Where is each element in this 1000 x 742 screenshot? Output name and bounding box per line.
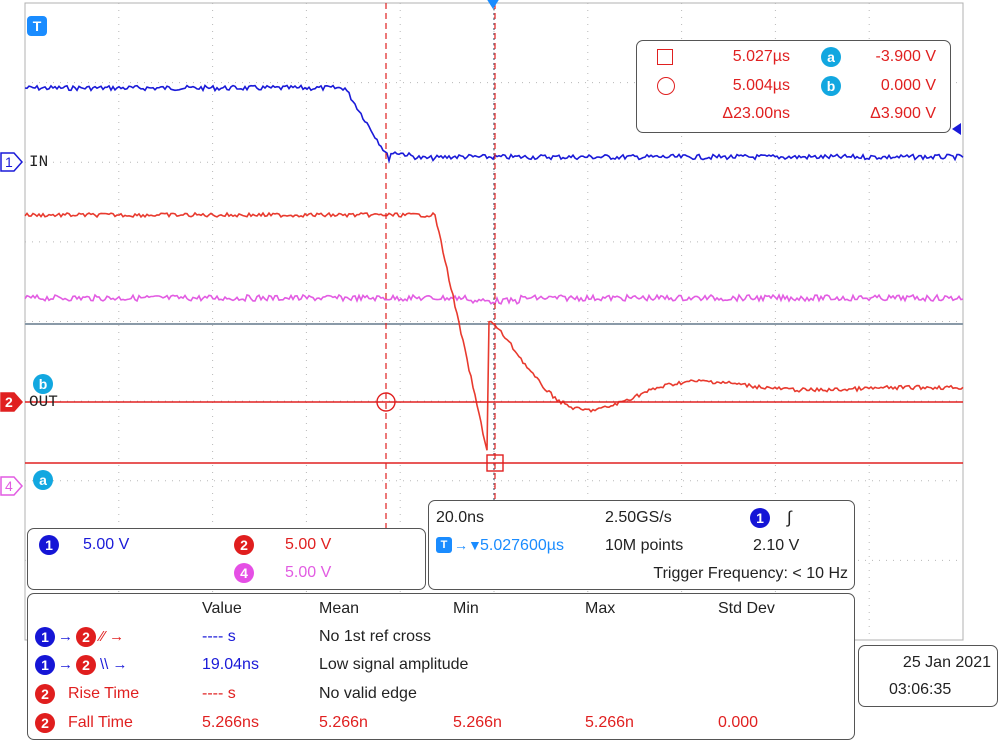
cursor-b-marker[interactable]: b [33, 374, 53, 394]
meas-row-2-value: 19.04ns [202, 656, 259, 673]
timebase-trigger-panel[interactable]: 20.0ns 2.50GS/s 1 ∫ T →▼ 5.027600µs 10M … [428, 500, 855, 590]
ch1-trace [24, 84, 964, 164]
ch4-trace [24, 293, 964, 305]
meas-row-4-src-badge: 2 [35, 713, 55, 733]
horizontal-scale: 20.0ns [436, 509, 485, 526]
cursor-b-value: 0.000 V [880, 77, 936, 94]
ch4-scale: 5.00 V [285, 564, 332, 581]
meas-row-1-arrow-icon: → [58, 628, 73, 645]
ch4-marker[interactable]: 4 [0, 476, 24, 496]
meas-header-max: Max [585, 600, 616, 617]
horizontal-position: 5.027600µs [480, 537, 564, 554]
meas-row-4-label: Fall Time [68, 714, 133, 731]
meas-header-value: Value [202, 600, 242, 617]
meas-row-1-dst-badge: 2 [76, 627, 96, 647]
meas-row-4-std-dev: 0.000 [718, 714, 759, 731]
cursor-a-badge: a [821, 47, 841, 67]
ch2-scale-badge: 2 [234, 535, 254, 555]
cursor-delta-value: Δ3.900 V [870, 105, 936, 122]
ch1-label: IN [29, 153, 49, 171]
ch2-marker-shape [0, 392, 24, 412]
meas-row-2-edge-icon: \\ → [100, 656, 128, 673]
cursor-b-circle-marker [376, 392, 396, 412]
meas-header-std-dev: Std Dev [718, 600, 775, 617]
trigger-level-marker[interactable] [952, 123, 961, 135]
trigger-level: 2.10 V [753, 537, 800, 554]
cursor-a-value: -3.900 V [875, 48, 936, 65]
cursor-readout-panel[interactable]: 5.027µs a -3.900 V 5.004µs b 0.000 V Δ23… [636, 40, 951, 133]
ch4-marker-number: 4 [5, 478, 13, 494]
meas-row-2-mean: Low signal amplitude [319, 656, 469, 673]
ch1-marker-shape [0, 152, 24, 172]
record-length: 10M points [605, 537, 684, 554]
cursor-a-marker[interactable]: a [33, 470, 53, 490]
circle-cursor-icon [657, 77, 675, 95]
ch4-marker-shape [0, 476, 24, 496]
meas-row-2-dst-badge: 2 [76, 655, 96, 675]
trigger-slope: ∫ [787, 508, 792, 527]
measurement-panel[interactable]: Value Mean Min Max Std Dev 1 → 2 ⁄⁄ → --… [27, 593, 855, 740]
trigger-frequency: Trigger Frequency: < 10 Hz [653, 565, 848, 582]
meas-header-min: Min [453, 600, 479, 617]
trigger-position-badge[interactable]: T [27, 16, 47, 36]
ch1-marker-number: 1 [5, 154, 13, 170]
meas-row-3-label: Rise Time [68, 685, 140, 702]
channel-scale-panel[interactable]: 1 5.00 V 2 5.00 V 4 5.00 V [27, 528, 426, 590]
trigger-source-badge: 1 [750, 508, 770, 528]
trigger-position-icon: T [436, 537, 452, 553]
cursor-b-time: 5.004µs [732, 77, 790, 94]
cursor-a-square-marker [486, 454, 504, 472]
ch4-scale-badge: 4 [234, 563, 254, 583]
meas-row-1-mean: No 1st ref cross [319, 628, 432, 645]
meas-row-4-value: 5.266ns [202, 714, 259, 731]
ch2-label: OUT [29, 393, 58, 411]
meas-row-1-src-badge: 1 [35, 627, 55, 647]
date-display: 25 Jan 2021 [902, 654, 991, 671]
cursor-delta-time: Δ23.00ns [722, 105, 790, 122]
ch1-scale: 5.00 V [83, 536, 130, 553]
ch1-scale-badge: 1 [39, 535, 59, 555]
meas-row-4-max: 5.266n [585, 714, 634, 731]
cursor-a-time: 5.027µs [732, 48, 790, 65]
meas-row-3-value: ---- s [202, 685, 236, 702]
delay-arrow-icon: →▼ [454, 537, 482, 553]
ch2-scale: 5.00 V [285, 536, 332, 553]
ch2-marker-number: 2 [5, 394, 13, 410]
meas-row-2-arrow-icon: → [58, 656, 73, 673]
sample-rate: 2.50GS/s [605, 509, 672, 526]
trigger-time-marker[interactable] [486, 0, 500, 9]
ch2-marker[interactable]: 2 [0, 392, 24, 412]
ch2-trace [24, 211, 964, 451]
meas-row-3-src-badge: 2 [35, 684, 55, 704]
time-display: 03:06:35 [889, 681, 952, 698]
meas-row-4-min: 5.266n [453, 714, 502, 731]
cursor-b-badge: b [821, 76, 841, 96]
ch1-marker[interactable]: 1 [0, 152, 24, 172]
meas-row-2-src-badge: 1 [35, 655, 55, 675]
meas-row-1-value: ---- s [202, 628, 236, 645]
square-cursor-icon [657, 49, 673, 65]
meas-row-3-mean: No valid edge [319, 685, 417, 702]
waveform-traces [24, 84, 964, 451]
meas-header-mean: Mean [319, 600, 360, 617]
meas-row-1-edge-icon: ⁄⁄ → [100, 628, 125, 645]
datetime-panel[interactable]: 25 Jan 2021 03:06:35 [858, 645, 998, 707]
meas-row-4-mean: 5.266n [319, 714, 368, 731]
